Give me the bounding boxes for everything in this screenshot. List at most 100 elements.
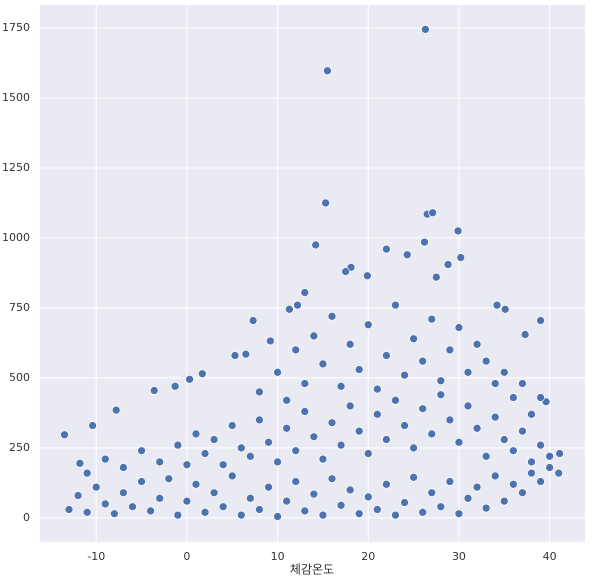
point (60, 430, 69, 440)
point (492, 300, 502, 310)
point (191, 479, 201, 489)
point (382, 244, 391, 254)
point (300, 506, 310, 516)
point (518, 488, 527, 498)
point (273, 457, 282, 467)
point (509, 479, 518, 489)
point (173, 510, 183, 520)
point (282, 423, 292, 433)
point (427, 314, 437, 324)
point (318, 454, 328, 464)
point (82, 468, 92, 478)
point (499, 435, 509, 444)
point (354, 509, 364, 519)
point (336, 440, 346, 450)
point (409, 472, 418, 482)
point (428, 208, 438, 218)
point (110, 509, 119, 519)
point (472, 423, 482, 433)
point (255, 387, 264, 397)
point (197, 369, 207, 379)
point (170, 381, 180, 391)
point (336, 500, 346, 510)
point (191, 429, 201, 439)
y-tick-label: 1750 (2, 21, 30, 34)
point (248, 316, 258, 325)
point (363, 271, 372, 281)
y-tick-label: 1500 (2, 91, 30, 104)
point (536, 393, 545, 402)
point (300, 288, 310, 297)
point (420, 237, 429, 247)
point (218, 460, 228, 470)
point (490, 471, 500, 481)
point (545, 451, 554, 461)
point (182, 496, 192, 506)
point (509, 393, 518, 402)
point (490, 379, 500, 388)
point (146, 506, 155, 516)
x-tick-label: -10 (87, 550, 105, 563)
point (341, 267, 350, 276)
point (454, 509, 464, 519)
point (400, 421, 409, 430)
point (481, 451, 491, 461)
point (241, 349, 251, 359)
point (64, 505, 74, 514)
point (463, 401, 473, 411)
point (209, 435, 219, 444)
point (391, 300, 400, 310)
point (119, 463, 128, 472)
point (173, 440, 183, 450)
point (518, 379, 527, 388)
point (427, 488, 437, 498)
y-tick-label: 250 (9, 441, 30, 454)
point (291, 446, 301, 456)
point (427, 429, 437, 439)
x-tick-label: 40 (543, 550, 557, 563)
y-tick-label: 0 (23, 511, 30, 524)
point (536, 316, 545, 325)
point (218, 502, 228, 512)
point (555, 449, 564, 458)
point (499, 367, 509, 377)
point (431, 272, 441, 282)
point (354, 426, 364, 436)
point (536, 477, 545, 486)
point (400, 370, 409, 380)
point (111, 405, 121, 415)
point (490, 412, 500, 422)
point (372, 384, 382, 394)
point (453, 226, 463, 236)
point (321, 198, 330, 208)
point (282, 496, 292, 506)
point (418, 404, 428, 414)
point (227, 421, 237, 430)
point (119, 488, 128, 498)
point (402, 250, 412, 260)
point (236, 443, 246, 453)
point (443, 260, 453, 269)
point (285, 304, 294, 314)
point (481, 503, 491, 513)
point (336, 381, 346, 391)
x-tick-label: 10 (271, 550, 285, 563)
point (391, 395, 400, 405)
x-tick-label: 20 (361, 550, 375, 563)
point (273, 367, 282, 377)
point (73, 491, 83, 500)
point (345, 401, 355, 411)
point (391, 510, 400, 520)
point (520, 330, 530, 339)
point (354, 365, 364, 374)
point (264, 482, 273, 492)
point (400, 498, 409, 507)
point (155, 493, 165, 503)
point (182, 460, 192, 470)
point (209, 488, 219, 498)
point (264, 437, 273, 447)
point (309, 331, 319, 341)
point (545, 463, 554, 472)
point (318, 359, 328, 369)
point (137, 446, 146, 456)
